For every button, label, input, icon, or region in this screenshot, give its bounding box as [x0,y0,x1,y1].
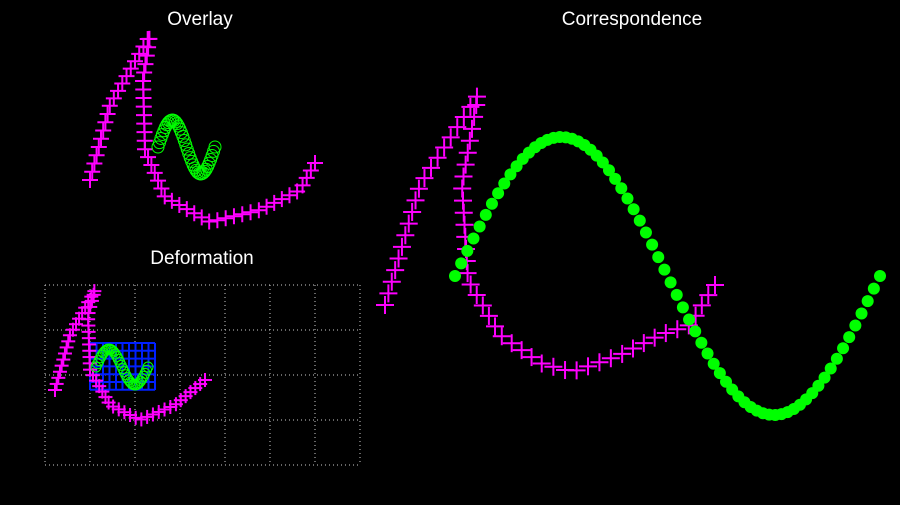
circle-marker [602,164,615,177]
circle-marker [874,270,886,282]
circle-marker [689,325,702,338]
circle-marker [609,172,622,185]
circle-marker [492,187,505,200]
panel-title: Overlay [167,9,233,30]
target-points [449,131,886,421]
circle-marker [467,232,480,245]
circle-marker [455,257,468,270]
circle-marker [849,319,862,332]
circle-marker [473,220,486,233]
circle-marker [867,282,880,295]
circle-marker [824,362,837,375]
source-points [48,284,212,427]
circle-marker [208,140,222,154]
target-points [151,113,222,181]
circle-marker [633,214,646,227]
circle-marker [701,347,714,360]
circle-marker [142,361,154,373]
target-points [90,343,154,391]
circle-marker [670,288,683,301]
circle-marker [169,115,183,129]
circle-marker [136,373,148,385]
circle-marker [855,307,868,320]
circle-marker [621,192,634,205]
circle-marker [615,182,628,195]
circle-marker [498,177,511,190]
circle-marker [658,263,671,276]
panel-title: Correspondence [562,9,702,30]
circle-marker [676,301,689,314]
circle-marker [683,313,696,326]
circle-marker [713,367,726,380]
source-points [82,30,323,230]
circle-marker [196,166,210,180]
panel-title: Deformation [150,248,254,269]
circle-marker [639,226,652,239]
circle-marker [461,244,474,257]
circle-marker [837,342,850,355]
circle-marker [861,295,874,308]
circle-marker [707,357,720,370]
circle-marker [646,238,659,251]
circle-marker [843,331,856,344]
circle-marker [485,197,498,210]
circle-marker [830,352,843,365]
circle-marker [111,350,123,362]
circle-marker [449,270,461,282]
circle-marker [695,336,708,349]
circle-marker [812,379,825,392]
circle-marker [652,251,665,264]
circle-marker [627,203,640,216]
circle-marker [479,208,492,221]
circle-marker [664,276,677,289]
circle-marker [818,371,831,384]
circle-marker [504,168,517,181]
